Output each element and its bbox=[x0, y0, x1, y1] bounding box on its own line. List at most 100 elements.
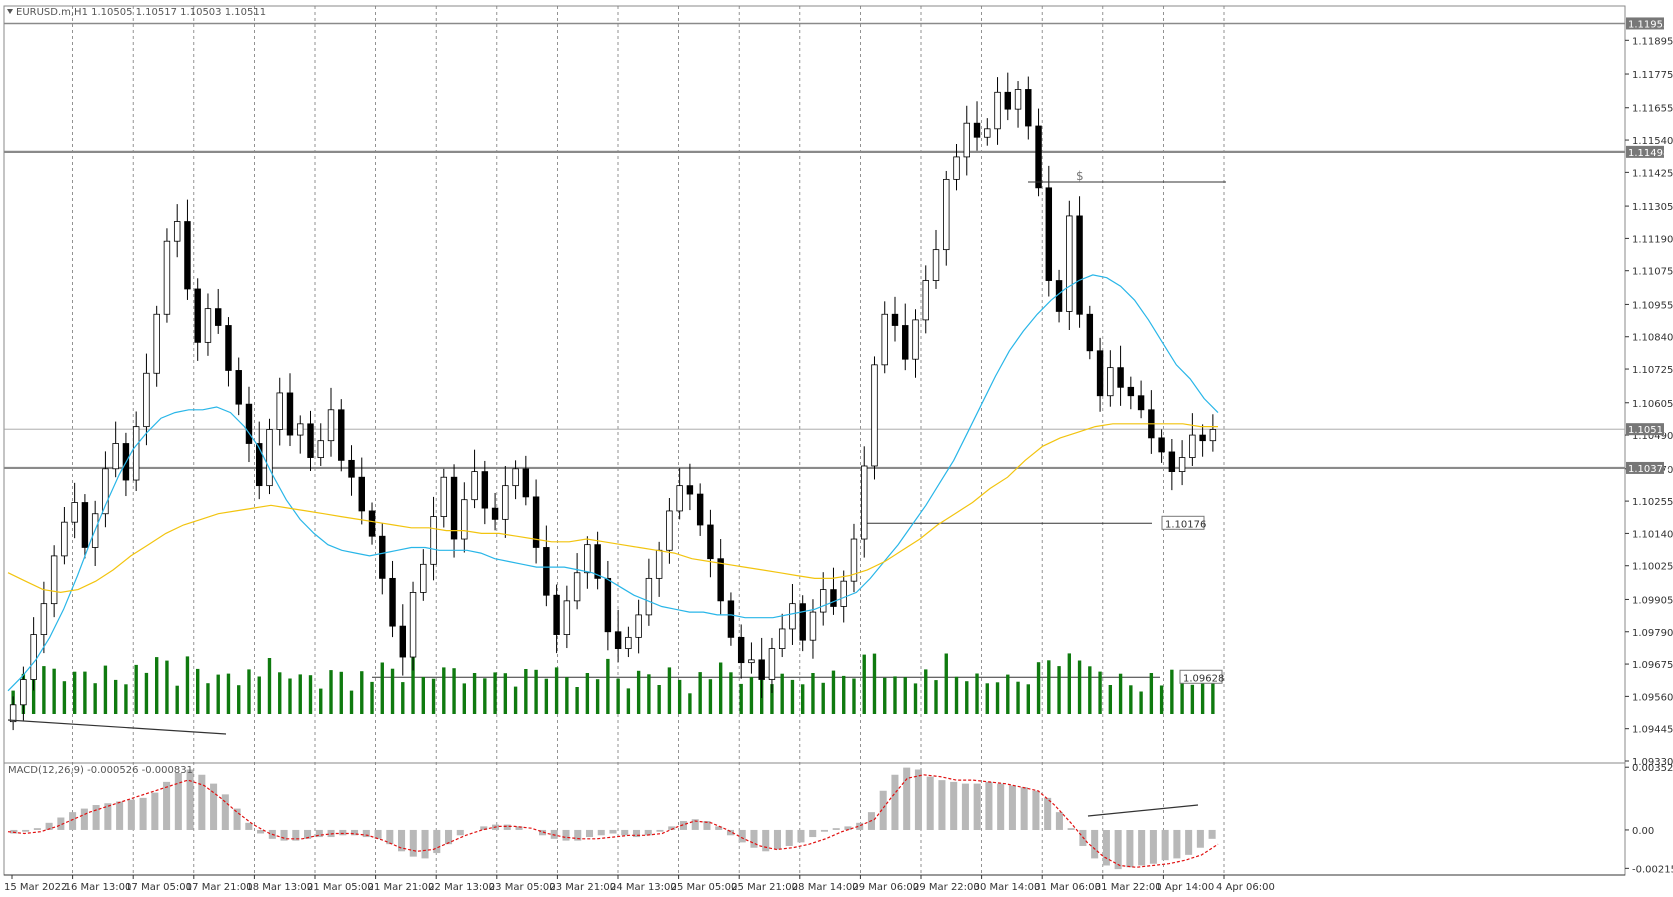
time-tick-label: 1 Apr 14:00 bbox=[1155, 882, 1214, 893]
manual-lines bbox=[7, 181, 1226, 817]
candle-body bbox=[943, 178, 950, 251]
time-tick-label: 15 Mar 2022 bbox=[4, 882, 67, 893]
candle-body bbox=[881, 313, 888, 366]
candle-body bbox=[614, 631, 622, 650]
volume-bars bbox=[11, 653, 1215, 714]
candle-body bbox=[686, 485, 694, 495]
candle-body bbox=[245, 403, 253, 444]
candle-body bbox=[1066, 215, 1073, 312]
candle-body bbox=[1117, 367, 1124, 388]
candle-body bbox=[143, 372, 150, 428]
axis-tag-text: 1.11498 bbox=[1628, 148, 1669, 159]
candle-body bbox=[778, 628, 786, 650]
candle-body bbox=[563, 600, 571, 635]
horizontal-price-levels bbox=[4, 22, 1625, 678]
candle-body bbox=[173, 221, 181, 242]
price-tick-label: 1.09560 bbox=[1632, 692, 1673, 703]
candle-body bbox=[645, 577, 653, 616]
level-tag-box bbox=[1161, 515, 1205, 530]
time-tick-label: 29 Mar 22:00 bbox=[913, 882, 980, 893]
candle-body bbox=[1199, 434, 1206, 442]
candle-body bbox=[461, 499, 468, 540]
axis-tag-text: 1.11955 bbox=[1628, 19, 1669, 30]
candle-body bbox=[163, 240, 171, 315]
moving-average-fast-line bbox=[7, 274, 1219, 692]
time-tick-label: 28 Mar 14:00 bbox=[792, 882, 859, 893]
candle-body bbox=[266, 429, 273, 487]
price-tick-label: 1.09790 bbox=[1632, 628, 1673, 639]
time-tick-label: 21 Mar 05:00 bbox=[307, 882, 374, 893]
candle-body bbox=[902, 325, 909, 360]
candle-body bbox=[20, 679, 27, 706]
candle-body bbox=[748, 659, 755, 664]
time-tick-label: 30 Mar 14:00 bbox=[974, 882, 1041, 893]
candle-body bbox=[61, 521, 68, 557]
candle-body bbox=[276, 392, 283, 430]
candle-body bbox=[584, 544, 591, 574]
candle-body bbox=[112, 443, 119, 470]
time-tick-label: 16 Mar 13:00 bbox=[65, 882, 132, 893]
candle-body bbox=[307, 423, 314, 458]
candle-body bbox=[1107, 367, 1114, 397]
price-tick-label: 1.11305 bbox=[1632, 202, 1673, 213]
price-tick-label: 1.10490 bbox=[1632, 431, 1673, 442]
candle-body bbox=[543, 547, 550, 596]
candle-body bbox=[850, 538, 858, 582]
candle-body bbox=[666, 510, 673, 551]
candle-body bbox=[348, 459, 355, 478]
candle-body bbox=[71, 502, 78, 523]
time-tick-label: 21 Mar 21:00 bbox=[368, 882, 435, 893]
price-tick-label: 1.10955 bbox=[1632, 300, 1673, 311]
candle-body bbox=[1045, 187, 1053, 281]
candle-body bbox=[204, 308, 212, 343]
candle-body bbox=[40, 603, 48, 635]
price-axis: 1.11895 1.11775 1.11655 1.11540 1.11425 1.113… bbox=[1625, 36, 1673, 768]
macd-axis: 0.003526 0.00 -0.002158 bbox=[1625, 763, 1673, 875]
candle-body bbox=[102, 468, 109, 515]
macd-tick-label: 0.00 bbox=[1632, 826, 1654, 837]
price-tick-label: 1.10840 bbox=[1632, 333, 1673, 344]
price-level-tags: 1.11498 1.10373 1.10511 1.10176 1.09628 1.119… bbox=[1161, 17, 1669, 684]
candle-body bbox=[953, 156, 960, 180]
candle-body bbox=[1076, 215, 1083, 315]
time-tick-label: 23 Mar 05:00 bbox=[489, 882, 556, 893]
candle-body bbox=[727, 600, 735, 638]
price-tick-label: 1.11775 bbox=[1632, 70, 1673, 81]
candle-body bbox=[450, 476, 458, 540]
macd-tick-label: -0.002158 bbox=[1632, 864, 1673, 875]
candle-body bbox=[789, 603, 796, 630]
candle-body bbox=[9, 704, 17, 723]
time-tick-label: 18 Mar 13:00 bbox=[246, 882, 313, 893]
candle-body bbox=[984, 128, 991, 138]
price-tick-label: 1.09330 bbox=[1632, 757, 1673, 768]
candle-body bbox=[1178, 457, 1186, 473]
candle-body bbox=[912, 319, 919, 360]
chart-menu-triangle-icon[interactable] bbox=[7, 9, 13, 14]
candle-body bbox=[481, 471, 489, 509]
candle-body bbox=[922, 280, 929, 321]
candle-body bbox=[1209, 429, 1217, 442]
candle-body bbox=[235, 370, 242, 405]
axis-tag-text: 1.10511 bbox=[1628, 425, 1669, 436]
candle-body bbox=[553, 594, 560, 635]
candle-body bbox=[635, 614, 642, 638]
price-tick-label: 1.11190 bbox=[1632, 234, 1673, 245]
price-tick-label: 1.09675 bbox=[1632, 660, 1673, 671]
candle-body bbox=[256, 443, 263, 487]
level-tag-box bbox=[1179, 669, 1223, 684]
candlesticks bbox=[9, 72, 1217, 731]
price-tick-label: 1.10255 bbox=[1632, 497, 1673, 508]
candle-body bbox=[994, 91, 1001, 130]
trend-line-volume bbox=[7, 719, 227, 735]
candle-body bbox=[1168, 451, 1176, 473]
candle-body bbox=[696, 493, 704, 526]
candle-body bbox=[30, 634, 37, 680]
price-tick-label: 1.09905 bbox=[1632, 595, 1673, 606]
candle-body bbox=[655, 549, 663, 579]
time-tick-label: 17 Mar 05:00 bbox=[125, 882, 192, 893]
candle-body bbox=[338, 409, 345, 461]
candle-body bbox=[840, 580, 847, 607]
candle-body bbox=[758, 659, 765, 680]
price-tick-label: 1.10725 bbox=[1632, 365, 1673, 376]
